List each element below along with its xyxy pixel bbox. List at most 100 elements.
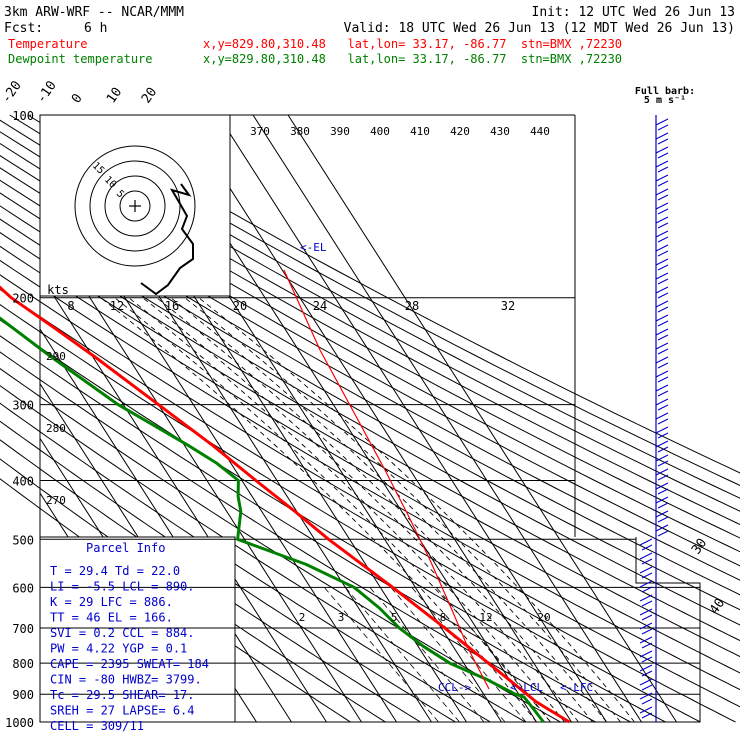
dry-adiabat bbox=[0, 167, 740, 581]
init-time: Init: 12 UTC Wed 26 Jun 13 bbox=[532, 5, 736, 20]
fcst-value: 6 h bbox=[84, 21, 107, 36]
pressure-tick-label: 500 bbox=[12, 533, 34, 547]
wind-barb bbox=[655, 482, 669, 495]
isotherm-label: -10 bbox=[34, 78, 60, 106]
hodograph-trace bbox=[140, 183, 194, 296]
inset-scale-label: kts bbox=[47, 283, 69, 297]
dry-adiabat bbox=[0, 402, 491, 723]
hodograph-ring bbox=[74, 145, 196, 267]
ccl-label: CCL-> bbox=[438, 681, 471, 694]
isotherm-line bbox=[252, 114, 642, 723]
mixing-ratio-label: 20 bbox=[537, 611, 550, 624]
wind-barb bbox=[655, 188, 669, 201]
pressure-tick-label: 100 bbox=[12, 109, 34, 123]
wind-barb bbox=[655, 314, 669, 327]
dry-adiabat bbox=[0, 205, 740, 626]
wind-barb bbox=[655, 468, 669, 481]
wind-barb bbox=[639, 566, 653, 579]
isotherm-label: 30 bbox=[689, 536, 710, 557]
theta-e-label: 380 bbox=[290, 125, 310, 138]
moist-adiabat bbox=[120, 269, 593, 723]
parcel-info-row: Tc = 29.5 SHEAR= 17. bbox=[50, 688, 195, 702]
theta-e-label: 370 bbox=[250, 125, 270, 138]
mixing-ratio-label: 3 bbox=[338, 611, 345, 624]
pressure-tick-label: 200 bbox=[12, 292, 34, 306]
isotherm-line bbox=[182, 114, 572, 723]
dry-adiabat bbox=[0, 179, 740, 596]
valid-time: Valid: 18 UTC Wed 26 Jun 13 (12 MDT Wed … bbox=[344, 21, 735, 36]
wind-barb bbox=[639, 678, 653, 691]
mixing-ratio-label: 2 bbox=[299, 611, 306, 624]
theta-e-label: 430 bbox=[490, 125, 510, 138]
dry-adiabat bbox=[0, 192, 740, 611]
wind-barb bbox=[639, 692, 653, 705]
dry-adiabat bbox=[0, 155, 740, 567]
wind-barb bbox=[639, 608, 653, 621]
wind-barb bbox=[655, 370, 669, 383]
moist-adiabat bbox=[106, 269, 579, 723]
wind-barb bbox=[639, 650, 653, 663]
dry-adiabat bbox=[0, 218, 740, 642]
parcel-info-row: SVI = 0.2 CCL = 884. bbox=[50, 626, 195, 640]
pressure-tick-label: 400 bbox=[12, 474, 34, 488]
wind-barb bbox=[655, 440, 669, 453]
legend-temperature-location: x,y=829.80,310.48 lat,lon= 33.17, -86.77… bbox=[203, 37, 622, 51]
dry-adiabat bbox=[0, 335, 631, 723]
pressure-tick-label: 300 bbox=[12, 399, 34, 413]
wind-barb bbox=[639, 594, 653, 607]
hodograph-ring bbox=[104, 175, 166, 237]
mixing-ratio-label: 8 bbox=[440, 611, 447, 624]
mixing-ratio-label: 12 bbox=[479, 611, 492, 624]
wind-barb bbox=[655, 202, 669, 215]
wind-barb bbox=[655, 510, 669, 523]
dry-adiabat bbox=[0, 259, 740, 691]
dry-adiabat bbox=[9, 114, 740, 512]
theta-e-label: 400 bbox=[370, 125, 390, 138]
wind-barb bbox=[655, 342, 669, 355]
dry-adiabat bbox=[0, 274, 740, 708]
dry-adiabat bbox=[63, 114, 740, 474]
wind-barb bbox=[655, 174, 669, 187]
parcel-info-row: CELL = 309/11 bbox=[50, 719, 144, 733]
moist-adiabat bbox=[78, 269, 551, 723]
inset-scale-label: 28 bbox=[405, 299, 419, 313]
parcel-info-row: T = 29.4 Td = 22.0 bbox=[50, 564, 180, 578]
wind-barb bbox=[655, 524, 669, 537]
isotherm-label: 0 bbox=[69, 91, 86, 106]
isotherm-line bbox=[217, 114, 607, 723]
parcel-path-line bbox=[283, 269, 490, 690]
pressure-tick-label: 1000 bbox=[5, 716, 34, 730]
theta-e-label: 410 bbox=[410, 125, 430, 138]
wind-barb bbox=[655, 412, 669, 425]
legend-temperature-name: Temperature bbox=[8, 37, 87, 51]
hodograph-ring bbox=[119, 190, 151, 222]
pressure-tick-label: 600 bbox=[12, 581, 34, 595]
dry-adiabat bbox=[27, 114, 740, 499]
dry-adiabat bbox=[0, 385, 526, 723]
wind-barb bbox=[655, 132, 669, 145]
wind-barb bbox=[639, 580, 653, 593]
wind-barb bbox=[639, 636, 653, 649]
isotherm-line bbox=[287, 114, 677, 723]
isotherm-label: 10 bbox=[104, 85, 125, 106]
mixing-ratio-line bbox=[345, 587, 460, 723]
wind-barb bbox=[655, 426, 669, 439]
lfc-label: <-LFC bbox=[560, 681, 593, 694]
inset-scale-label: 24 bbox=[313, 299, 327, 313]
wind-barb bbox=[655, 286, 669, 299]
wind-barb bbox=[655, 160, 669, 173]
wind-barb bbox=[655, 258, 669, 271]
wind-barb-title: Full barb: bbox=[635, 86, 695, 97]
moist-adiabat bbox=[148, 269, 621, 723]
wind-barb bbox=[655, 244, 669, 257]
parcel-info-row: CAPE = 2395 SWEAT= 184 bbox=[50, 657, 209, 671]
parcel-info-panel bbox=[39, 536, 236, 723]
temperature-profile-line bbox=[0, 285, 571, 724]
wind-barb bbox=[639, 664, 653, 677]
isotherm-line bbox=[39, 219, 362, 723]
parcel-info-row: TT = 46 EL = 166. bbox=[50, 611, 173, 625]
parcel-info-row: PW = 4.22 YGP = 0.1 bbox=[50, 642, 187, 656]
inset-scale-label: 20 bbox=[233, 299, 247, 313]
dry-adiabat bbox=[45, 114, 740, 487]
